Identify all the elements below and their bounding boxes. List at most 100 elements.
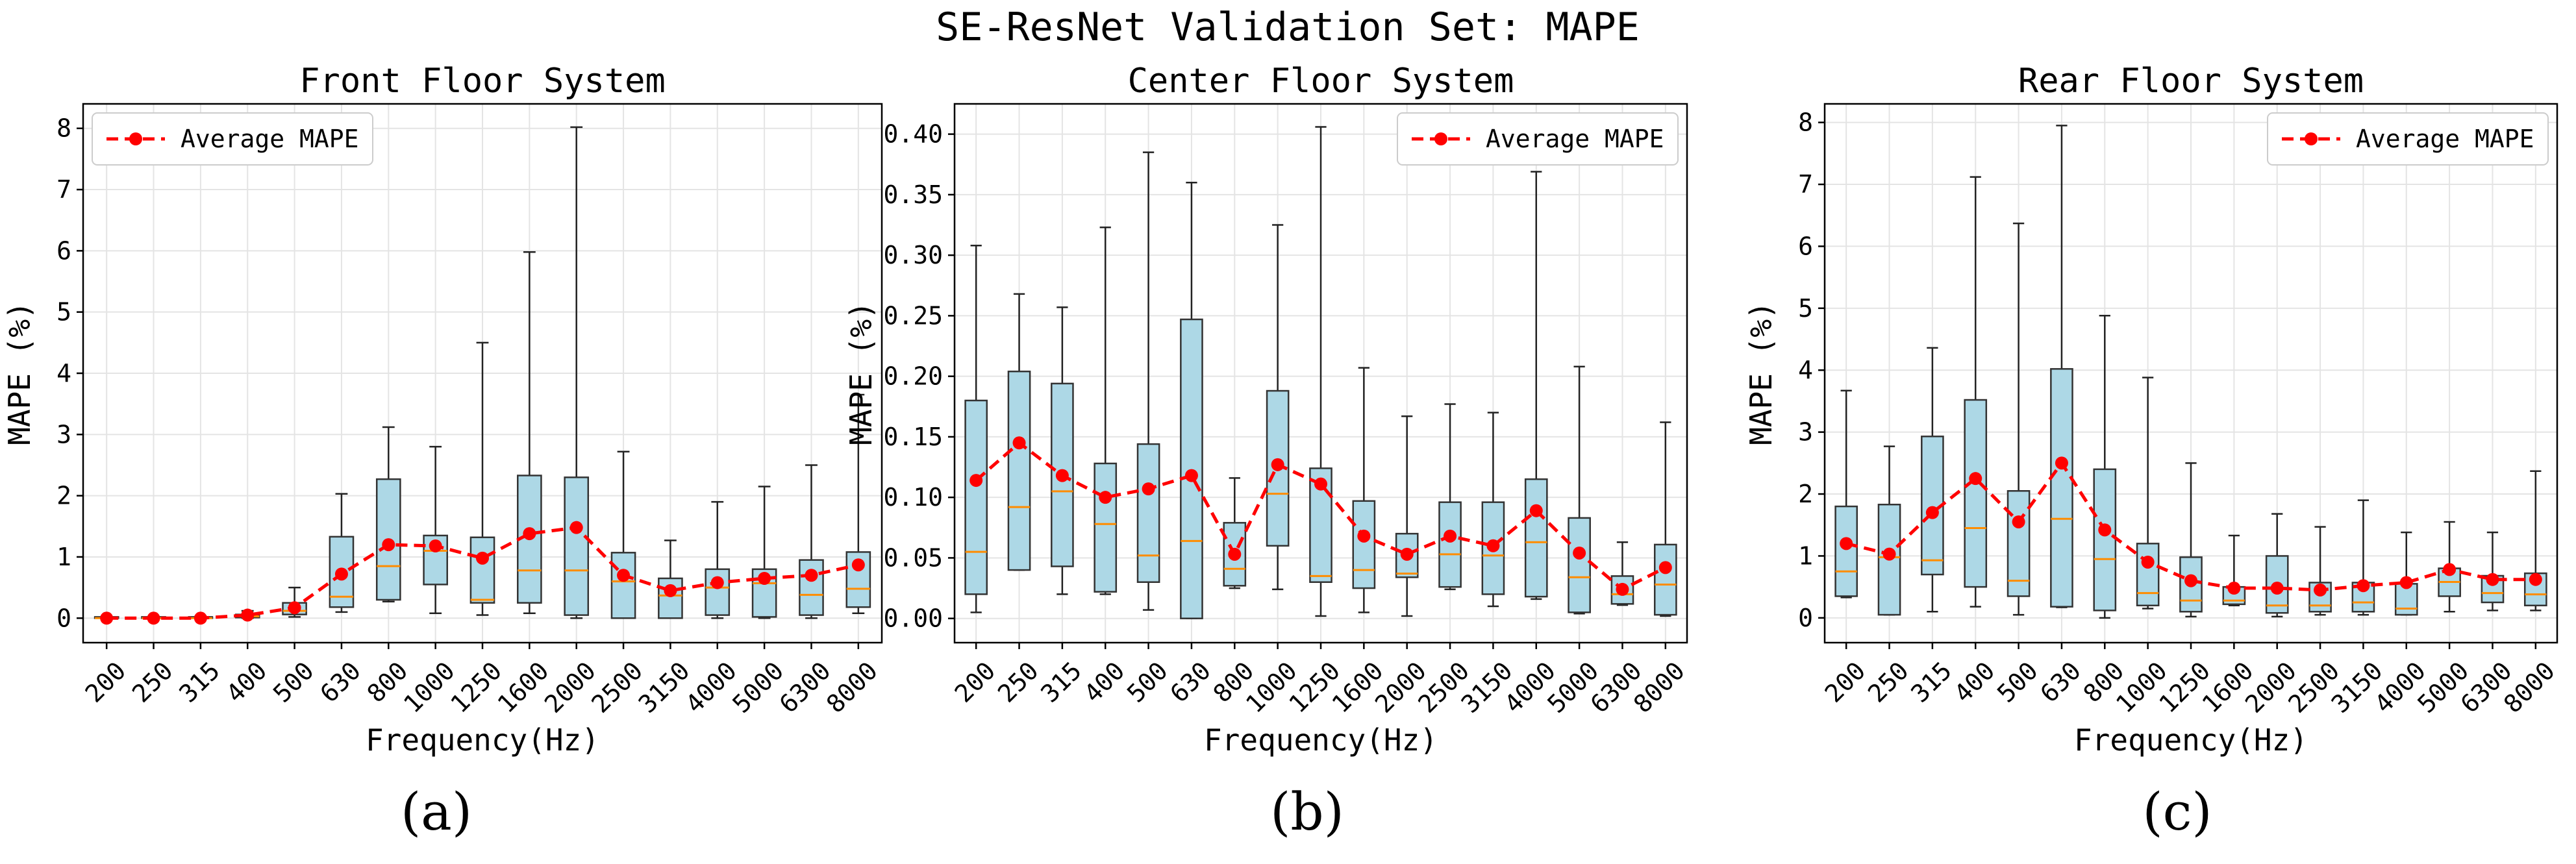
y-tick-label: 4 [56,359,71,388]
average-mape-line [106,526,859,620]
y-tick-label: 0.25 [883,301,943,330]
x-tick-label: 400 [1079,656,1131,708]
y-tick-label: 0.40 [883,120,943,149]
y-tick-label: 0.15 [883,423,943,451]
average-mape-point [1314,477,1327,491]
average-mape-point [382,538,395,552]
average-mape-point [1573,546,1586,560]
y-axis-label: MAPE (%) [2,301,37,445]
x-tick-label: 500 [268,656,319,708]
x-tick-label: 630 [314,656,366,708]
panel-rear-floor: 0123456782002503154005006308001000125016… [1744,62,2560,758]
x-tick-label: 1600 [492,656,555,719]
x-tick-label: 500 [1992,656,2044,708]
x-tick-label: 315 [1905,656,1957,708]
average-mape-point [1616,582,1629,596]
average-mape-point [1840,537,1853,550]
average-mape-point [1400,547,1414,561]
average-mape-point [1142,482,1155,496]
average-mape-point [147,611,160,625]
average-mape-point [1444,529,1457,543]
box-iqr [1352,500,1376,589]
x-tick-label: 1250 [445,656,507,719]
average-mape-point [429,539,442,552]
x-tick-label: 315 [173,656,225,708]
x-tick-label: 2500 [2282,656,2345,719]
y-tick-label: 1 [56,543,71,571]
x-tick-label: 8000 [2498,656,2560,719]
average-mape-point [1099,491,1112,504]
box-iqr [964,399,988,595]
y-tick-label: 6 [1798,232,1813,260]
y-tick-label: 2 [1798,480,1813,508]
x-tick-label: 1000 [2110,656,2173,719]
box-iqr [1395,532,1419,578]
average-mape-point [2227,582,2241,595]
average-mape-point [1925,506,1939,519]
x-tick-label: 4000 [680,656,742,719]
average-mape-point [2012,515,2025,528]
box-iqr [2050,368,2073,608]
x-tick-label: 1000 [398,656,460,719]
y-tick-label: 3 [1798,418,1813,447]
y-tick-label: 5 [56,298,71,327]
x-tick-label: 2500 [1412,656,1475,719]
box-iqr [469,536,495,604]
box-iqr [1610,575,1634,605]
average-mape-point [2055,456,2068,470]
y-tick-label: 5 [1798,294,1813,323]
x-tick-label: 2000 [1369,656,1432,719]
y-tick-label: 0.20 [883,362,943,391]
panel-title: Front Floor System [299,62,666,101]
x-tick-label: 6300 [774,656,836,719]
legend-marker-swatch [129,132,142,145]
panel-label-b: (b) [1270,782,1344,842]
x-tick-label: 8000 [1628,656,1690,719]
average-mape-point [1658,561,1672,574]
average-mape-point [2443,563,2457,576]
x-tick-label: 2000 [2240,656,2302,719]
y-tick-label: 3 [56,420,71,449]
y-axis-label: MAPE (%) [1744,301,1779,445]
x-tick-label: 250 [992,656,1044,708]
y-tick-label: 8 [1798,108,1813,137]
y-tick-label: 0 [1798,604,1813,632]
legend-box [1397,112,1679,166]
average-mape-point [2357,579,2370,593]
average-mape-point [241,608,255,622]
legend-marker-swatch [2305,132,2318,145]
box-iqr [1094,462,1118,593]
x-tick-label: 1000 [1240,656,1303,719]
average-mape-point [1271,458,1284,471]
average-mape-point [2270,582,2284,595]
x-tick-label: 1250 [2153,656,2216,719]
y-tick-label: 7 [56,175,71,204]
x-tick-label: 200 [80,656,132,708]
box-iqr [2093,468,2117,611]
x-tick-label: 5000 [727,656,789,719]
x-tick-label: 1600 [2197,656,2259,719]
x-tick-label: 250 [1862,656,1914,708]
y-tick-label: 0 [56,604,71,632]
box-iqr [375,478,401,601]
y-axis-label: MAPE (%) [844,301,879,445]
x-tick-label: 5000 [2412,656,2474,719]
panel-label-c: (c) [2142,782,2212,842]
average-mape-point [2098,523,2112,537]
x-tick-label: 200 [1819,656,1871,708]
y-tick-label: 0.00 [883,604,943,633]
y-tick-label: 0.05 [883,543,943,572]
box-iqr [1834,505,1858,597]
box-iqr [2136,543,2160,607]
average-mape-point [194,611,207,625]
y-tick-label: 6 [56,236,71,265]
average-mape-point [1529,504,1543,517]
average-mape-point [969,474,983,488]
box-iqr [658,577,683,619]
x-tick-label: 500 [1121,656,1173,708]
box-iqr [610,552,636,619]
box-iqr [1180,318,1203,619]
panel-center-floor: 0.000.050.100.150.200.250.300.350.402002… [844,62,1690,758]
average-mape-line [975,441,1666,591]
